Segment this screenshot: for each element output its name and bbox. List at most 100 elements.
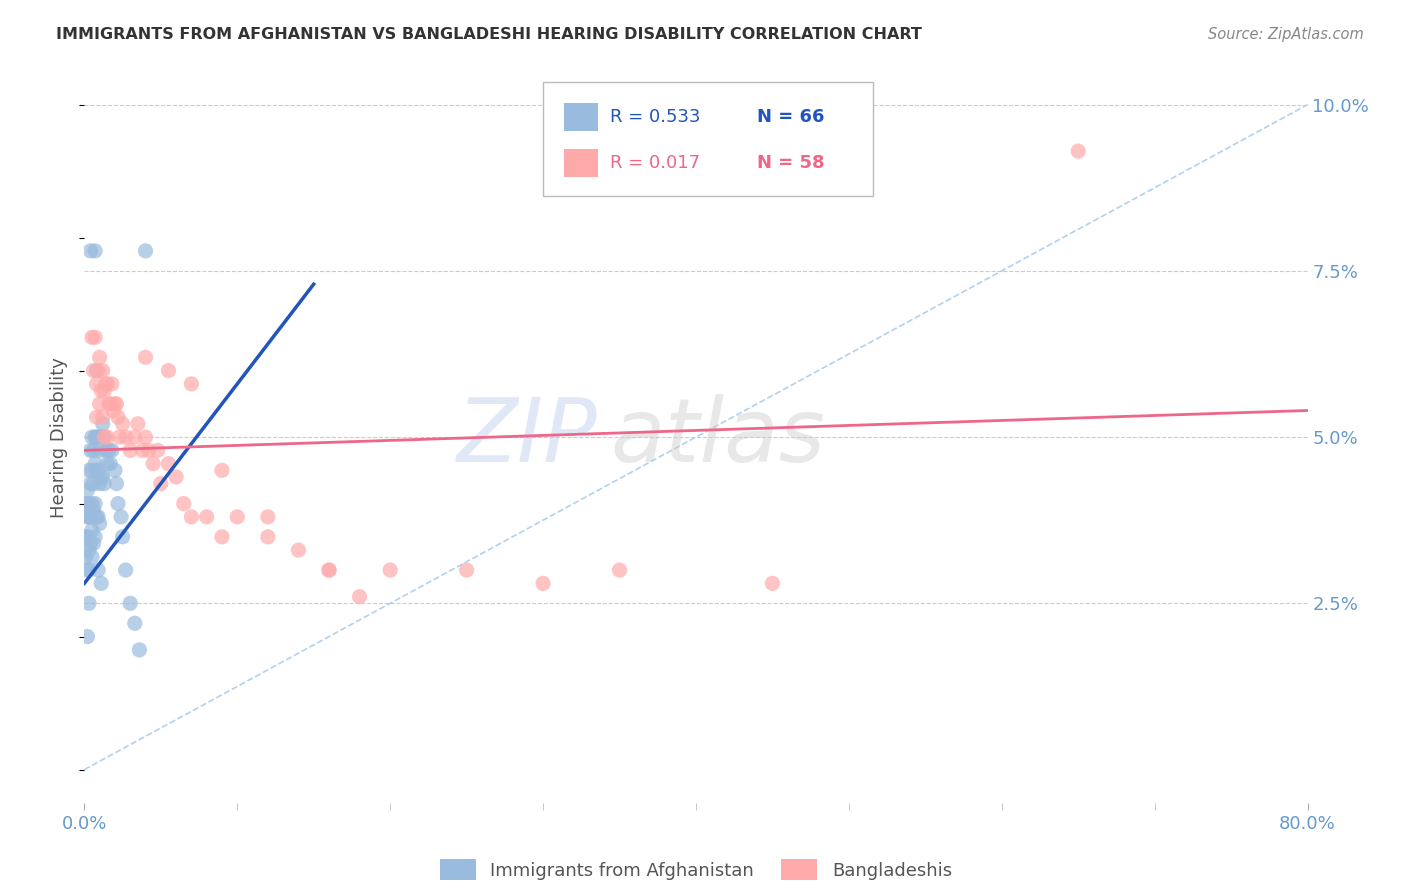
Point	[77, 563, 100, 577]
Point	[456, 563, 478, 577]
Point	[103, 403, 125, 417]
Text: Source: ZipAtlas.com: Source: ZipAtlas.com	[1208, 27, 1364, 42]
Point	[114, 563, 136, 577]
Point	[91, 410, 114, 425]
Point	[87, 430, 110, 444]
Point	[318, 563, 340, 577]
Text: R = 0.533: R = 0.533	[610, 108, 700, 126]
Point	[157, 363, 180, 377]
Point	[93, 384, 115, 398]
Point	[84, 330, 107, 344]
Point	[90, 576, 112, 591]
Point	[79, 476, 101, 491]
Bar	[564, 103, 598, 130]
Point	[127, 417, 149, 431]
Point	[87, 509, 110, 524]
Point	[87, 363, 110, 377]
Point	[349, 590, 371, 604]
Point	[761, 576, 783, 591]
Point	[1067, 144, 1090, 158]
Point	[86, 430, 108, 444]
Point	[83, 476, 105, 491]
Point	[111, 417, 134, 431]
Point	[257, 530, 280, 544]
Point	[104, 397, 127, 411]
Point	[91, 363, 114, 377]
Point	[86, 410, 108, 425]
Point	[90, 470, 112, 484]
Point	[76, 630, 98, 644]
Point	[77, 543, 100, 558]
Point	[257, 509, 280, 524]
Point	[107, 410, 129, 425]
Point	[84, 497, 107, 511]
Point	[91, 417, 114, 431]
Point	[79, 509, 101, 524]
Point	[96, 430, 118, 444]
Point	[84, 430, 107, 444]
Text: N = 58: N = 58	[758, 153, 825, 172]
Point	[89, 397, 111, 411]
Point	[111, 530, 134, 544]
Point	[79, 244, 101, 258]
Point	[195, 509, 218, 524]
Point	[180, 509, 202, 524]
Text: ZIP: ZIP	[457, 394, 598, 480]
Point	[131, 443, 153, 458]
Legend: Immigrants from Afghanistan, Bangladeshis: Immigrants from Afghanistan, Bangladeshi…	[440, 859, 952, 880]
Point	[138, 443, 160, 458]
Point	[318, 563, 340, 577]
Point	[80, 330, 103, 344]
Point	[105, 476, 128, 491]
Point	[77, 497, 100, 511]
Point	[91, 470, 114, 484]
Point	[107, 497, 129, 511]
Point	[90, 430, 112, 444]
Point	[79, 443, 101, 458]
Point	[211, 530, 233, 544]
Point	[146, 443, 169, 458]
Point	[128, 643, 150, 657]
Point	[75, 530, 97, 544]
Point	[86, 376, 108, 391]
Point	[101, 443, 124, 458]
Point	[96, 376, 118, 391]
Point	[86, 363, 108, 377]
Point	[609, 563, 631, 577]
Point	[120, 443, 142, 458]
Y-axis label: Hearing Disability: Hearing Disability	[51, 357, 69, 517]
Point	[89, 443, 111, 458]
Point	[97, 443, 120, 458]
Point	[89, 476, 111, 491]
Point	[80, 463, 103, 477]
Text: R = 0.017: R = 0.017	[610, 153, 700, 172]
Point	[80, 523, 103, 537]
Point	[173, 497, 195, 511]
Point	[101, 376, 124, 391]
Point	[105, 397, 128, 411]
Point	[98, 457, 121, 471]
Point	[124, 430, 146, 444]
Point	[89, 516, 111, 531]
Point	[83, 503, 105, 517]
Point	[90, 384, 112, 398]
Point	[94, 443, 117, 458]
Point	[108, 430, 131, 444]
Point	[149, 476, 172, 491]
Point	[531, 576, 554, 591]
Point	[79, 536, 101, 550]
Point	[142, 457, 165, 471]
Point	[124, 616, 146, 631]
Point	[114, 430, 136, 444]
Point	[94, 376, 117, 391]
Point	[76, 509, 98, 524]
Point	[180, 376, 202, 391]
Point	[211, 463, 233, 477]
Point	[110, 509, 132, 524]
Point	[77, 596, 100, 610]
Point	[87, 563, 110, 577]
Point	[80, 497, 103, 511]
Point	[97, 397, 120, 411]
Point	[165, 470, 187, 484]
Point	[77, 463, 100, 477]
